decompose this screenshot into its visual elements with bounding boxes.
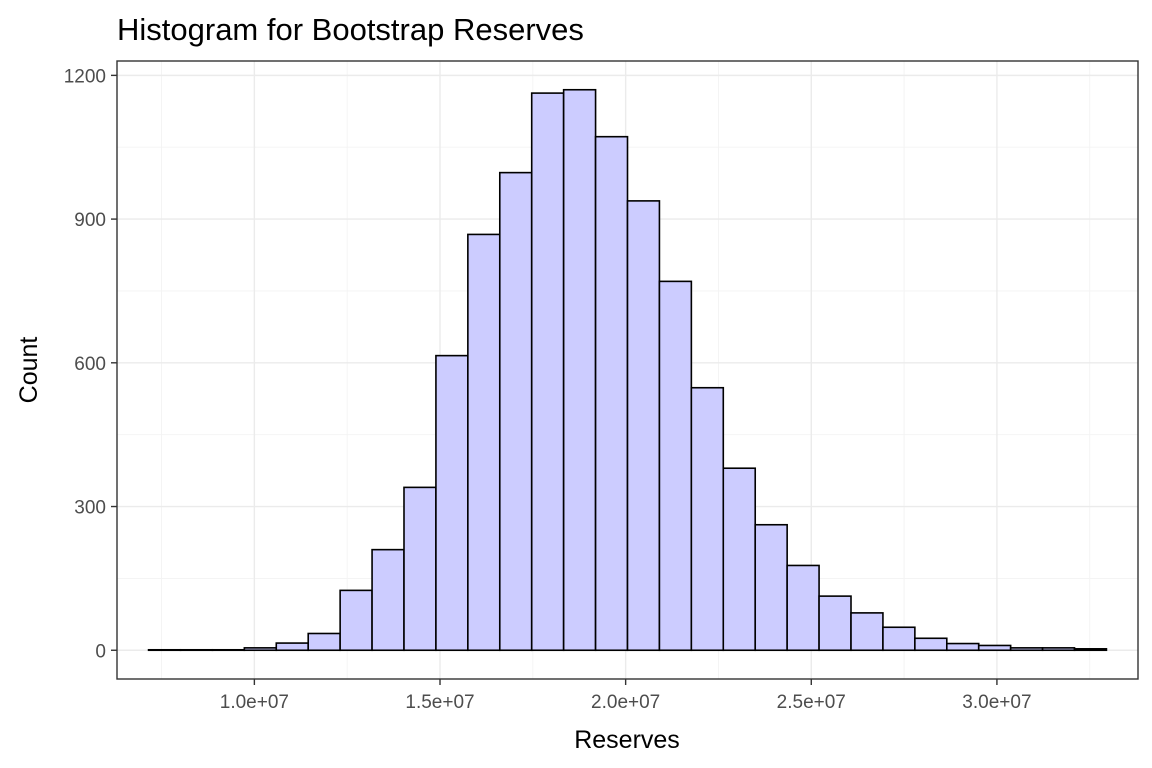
- histogram-bars: [147, 88, 1108, 652]
- histogram-bar: [594, 135, 629, 652]
- x-tick-label: 2.5e+07: [777, 692, 846, 713]
- x-tick-label: 1.5e+07: [405, 692, 474, 713]
- y-tick-label: 1200: [64, 66, 106, 87]
- y-axis-title: Count: [15, 337, 43, 404]
- histogram-bar: [1009, 647, 1044, 652]
- panel-border: [116, 60, 1139, 680]
- histogram-bar: [690, 386, 725, 652]
- x-tick-label: 2.0e+07: [591, 692, 660, 713]
- histogram-bar: [722, 467, 757, 652]
- x-tick-label: 1.0e+07: [220, 692, 289, 713]
- histogram-bar: [307, 632, 341, 652]
- histogram-bar: [403, 486, 437, 652]
- y-axis: 0 300 600 900 1200: [64, 66, 117, 662]
- y-tick-label: 600: [74, 354, 106, 375]
- histogram-bar: [977, 644, 1012, 652]
- histogram-bar: [658, 280, 693, 652]
- histogram-bar: [626, 200, 661, 652]
- x-tick-label: 3.0e+07: [962, 692, 1031, 713]
- histogram-bar: [1041, 647, 1076, 652]
- histogram-bar: [371, 548, 405, 652]
- x-axis-title: Reserves: [574, 726, 680, 754]
- histogram-bar: [945, 642, 980, 652]
- chart-title: Histogram for Bootstrap Reserves: [117, 12, 584, 47]
- histogram-bar: [243, 647, 278, 652]
- y-tick-label: 900: [74, 210, 106, 231]
- y-tick-label: 0: [95, 641, 106, 662]
- histogram-bar: [914, 637, 948, 652]
- x-axis: 1.0e+07 1.5e+07 2.0e+07 2.5e+07 3.0e+07: [220, 679, 1032, 713]
- histogram-bar: [562, 88, 597, 652]
- histogram-bar: [275, 642, 310, 652]
- histogram-bar: [754, 523, 788, 652]
- histogram-bar: [1073, 648, 1108, 652]
- histogram-bar: [339, 589, 373, 652]
- histogram-bar: [498, 171, 533, 652]
- histogram-bar: [467, 233, 501, 652]
- histogram-bar: [818, 595, 852, 652]
- histogram-bar: [882, 626, 916, 652]
- y-tick-label: 300: [74, 498, 106, 519]
- histogram-bar: [530, 92, 565, 652]
- histogram-bar: [435, 354, 469, 652]
- histogram-bar: [850, 612, 884, 652]
- histogram-bar: [786, 564, 820, 652]
